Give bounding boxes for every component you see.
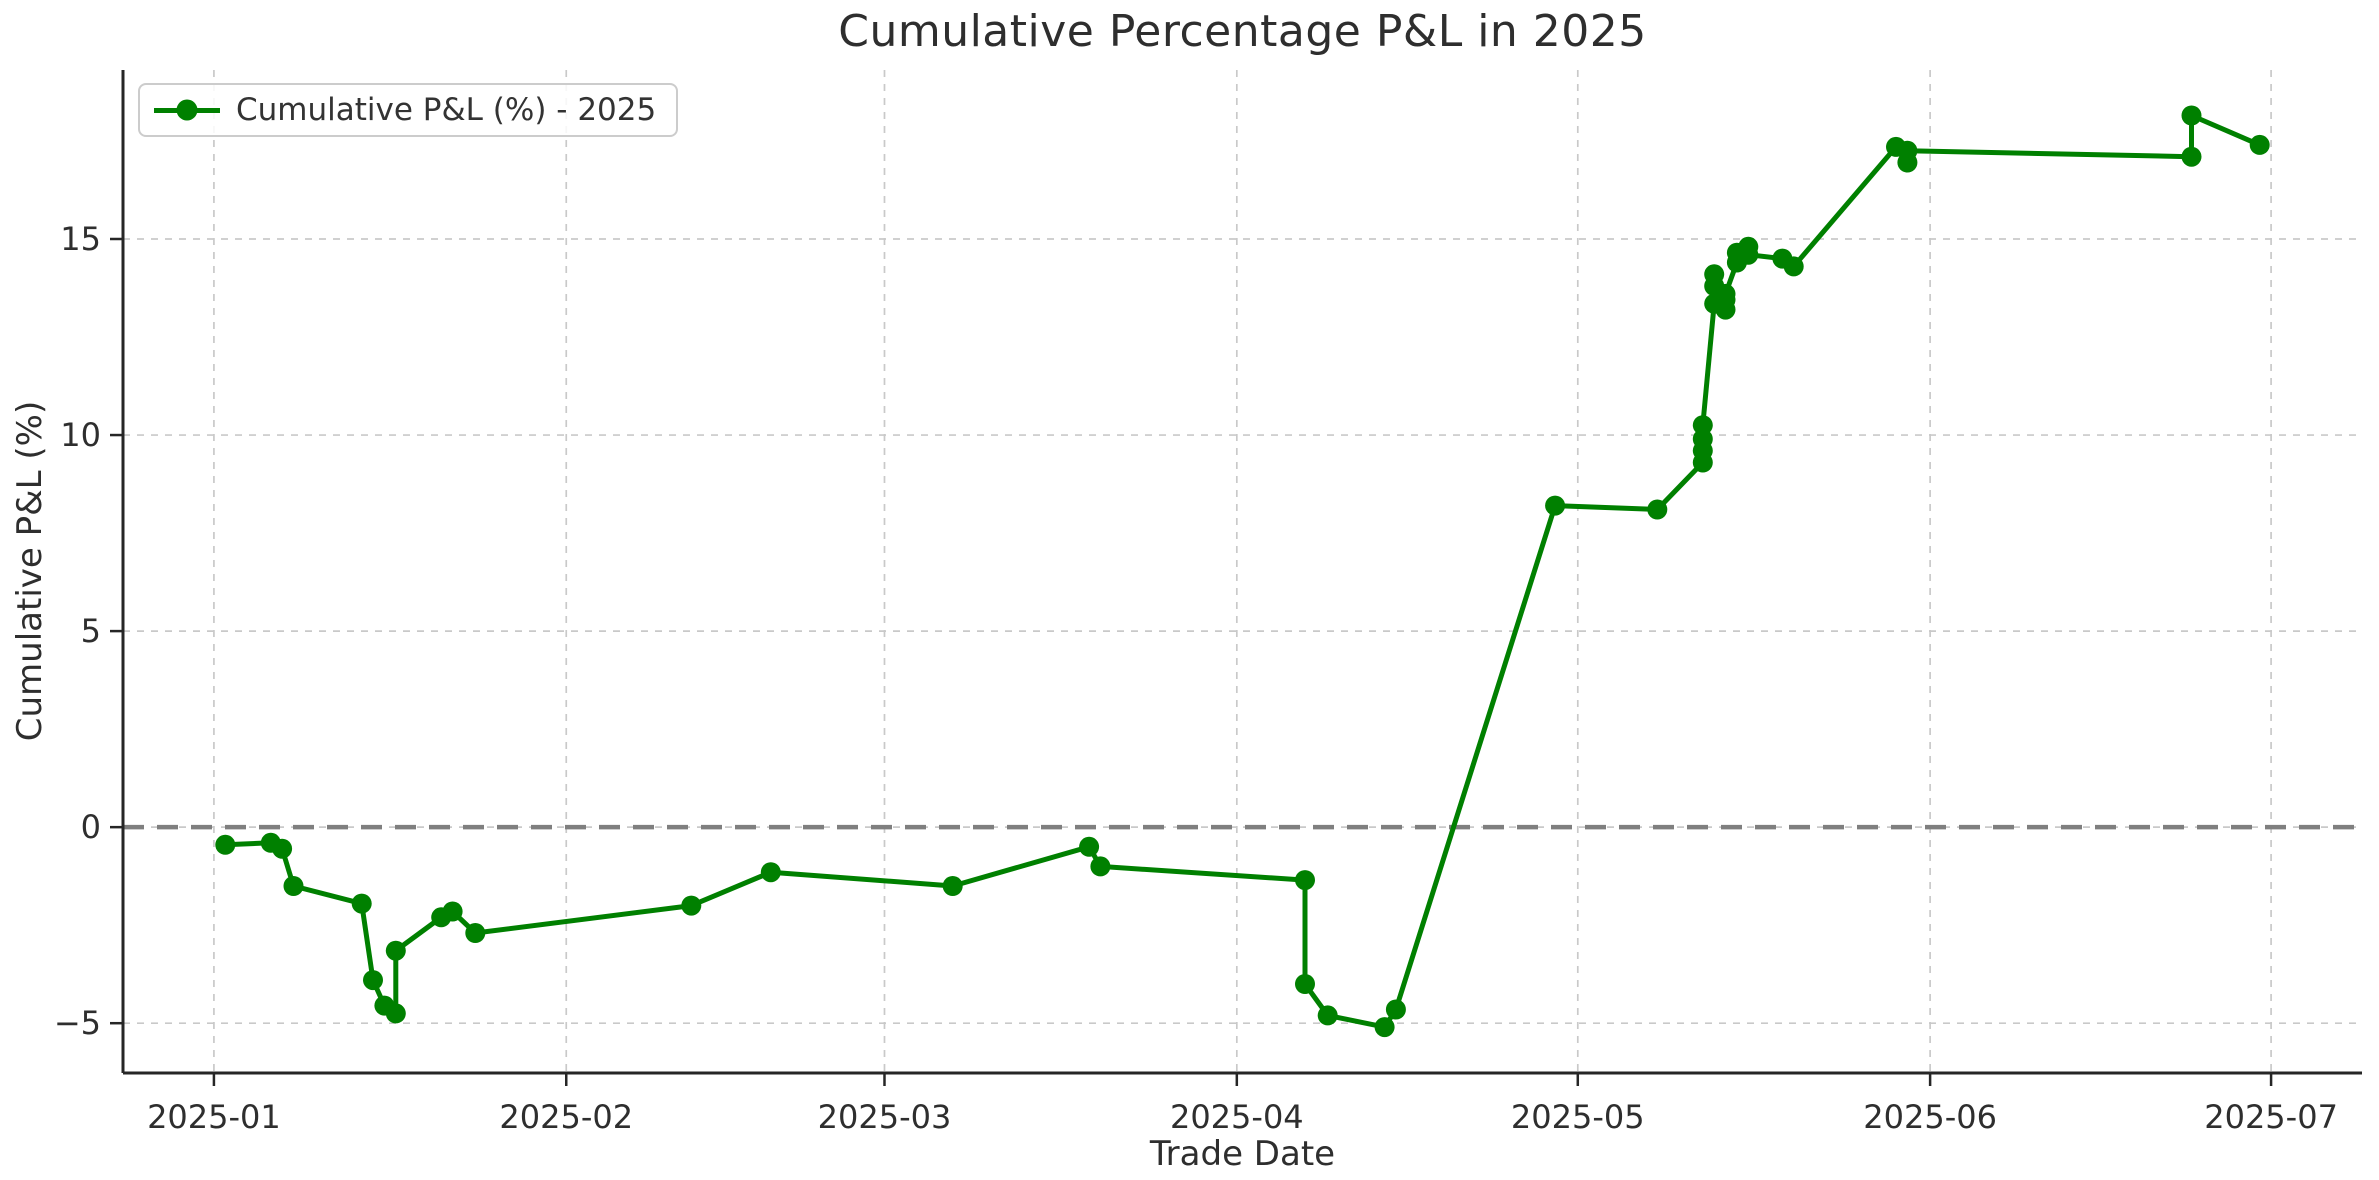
data-point	[760, 862, 781, 883]
legend-label: Cumulative P&L (%) - 2025	[236, 92, 657, 128]
y-tick-label: 0	[81, 808, 101, 846]
data-point	[385, 940, 406, 961]
data-point	[1715, 283, 1736, 304]
legend-line-marker-icon	[154, 99, 220, 121]
data-point	[465, 923, 486, 943]
x-tick-label: 2025-05	[1511, 1098, 1645, 1136]
data-point	[2249, 134, 2270, 155]
legend: Cumulative P&L (%) - 2025	[138, 83, 679, 137]
x-tick-label: 2025-02	[499, 1098, 633, 1136]
pnl-series-line	[222, 113, 2263, 1030]
y-tick-label: 10	[60, 416, 101, 454]
legend-dot-icon	[176, 99, 198, 121]
data-point	[2181, 105, 2202, 126]
data-point	[351, 893, 372, 914]
data-point	[442, 901, 463, 922]
x-tick-label: 2025-01	[147, 1098, 281, 1136]
data-point	[1295, 870, 1315, 891]
data-point	[1295, 974, 1315, 994]
data-point	[1738, 244, 1759, 265]
data-point	[1545, 495, 1566, 516]
y-tick-label: 5	[81, 612, 101, 650]
data-point	[272, 838, 293, 859]
data-point	[1692, 429, 1713, 449]
data-point	[283, 876, 304, 896]
x-tick-label: 2025-04	[1170, 1098, 1304, 1136]
data-point	[1374, 1017, 1395, 1038]
x-tick-label: 2025-03	[818, 1098, 952, 1136]
data-point	[363, 970, 383, 991]
data-point	[1704, 264, 1725, 285]
x-tick-label: 2025-06	[1863, 1098, 1997, 1136]
data-point	[1385, 999, 1406, 1020]
data-point	[1897, 140, 1918, 161]
x-tick-label: 2025-07	[2204, 1098, 2338, 1136]
data-point	[215, 834, 236, 855]
y-tick-label: −5	[54, 1004, 101, 1042]
y-axis-label: Cumulative P&L (%)	[10, 400, 50, 742]
data-point	[942, 876, 963, 896]
x-axis-label: Trade Date	[1149, 1134, 1336, 1174]
data-point	[2181, 146, 2202, 167]
data-point	[1647, 499, 1668, 520]
chart-title: Cumulative Percentage P&L in 2025	[838, 6, 1647, 57]
data-point	[681, 895, 702, 916]
data-point	[385, 1003, 406, 1024]
data-point	[1692, 415, 1713, 436]
y-tick-label: 15	[60, 220, 101, 258]
data-point	[1783, 256, 1804, 277]
data-point	[1079, 836, 1100, 857]
data-point	[1090, 856, 1111, 877]
data-point	[1317, 1005, 1338, 1026]
